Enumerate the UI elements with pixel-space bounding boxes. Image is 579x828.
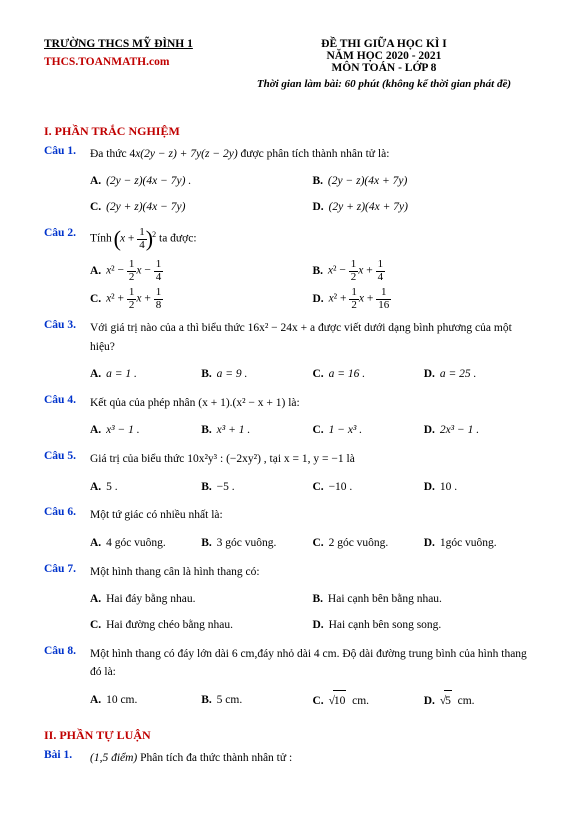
option-c: C. x² + 12x + 18: [90, 285, 313, 313]
exam-title-3: MÔN TOÁN - LỚP 8: [233, 62, 535, 74]
exam-title-1: ĐỀ THI GIỮA HỌC KÌ I: [233, 38, 535, 50]
section-2-title: II. PHẦN TỰ LUẬN: [44, 728, 535, 743]
option-a: A. 5 .: [90, 475, 201, 501]
site-url: THCS.TOANMATH.com: [44, 56, 193, 68]
question-number: Câu 6.: [44, 506, 90, 518]
question-text: Một tứ giác có nhiều nhất là:: [90, 506, 535, 524]
question-text: Đa thức 4x(2y − z) + 7y(z − 2y) được phâ…: [90, 145, 535, 163]
option-d: D. (2y + z)(4x + 7y): [313, 195, 536, 221]
option-d: D. a = 25 .: [424, 362, 535, 388]
question-1: Câu 1. Đa thức 4x(2y − z) + 7y(z − 2y) đ…: [44, 145, 535, 221]
option-b: B. x³ + 1 .: [201, 418, 312, 444]
question-7: Câu 7. Một hình thang cân là hình thang …: [44, 563, 535, 639]
option-c: C. √10 cm.: [313, 688, 424, 715]
question-2: Câu 2. Tính (x + 14)2 ta được: A. x² − 1…: [44, 227, 535, 313]
option-a: A. (2y − z)(4x − 7y) .: [90, 169, 313, 195]
question-5: Câu 5. Giá trị của biểu thức 10x²y³ : (−…: [44, 450, 535, 500]
question-8: Câu 8. Một hình thang có đáy lớn dài 6 c…: [44, 645, 535, 715]
question-text: Một hình thang có đáy lớn dài 6 cm,đáy n…: [90, 645, 535, 682]
question-number: Câu 4.: [44, 394, 90, 406]
question-number: Câu 1.: [44, 145, 90, 157]
option-b: B. 3 góc vuông.: [201, 531, 312, 557]
exam-timing: Thời gian làm bài: 60 phút (không kể thờ…: [233, 78, 535, 90]
option-b: B. x² − 12x + 14: [313, 257, 536, 285]
question-4: Câu 4. Kết qủa của phép nhân (x + 1).(x²…: [44, 394, 535, 444]
exam-page: TRƯỜNG THCS MỸ ĐÌNH 1 THCS.TOANMATH.com …: [0, 0, 579, 794]
option-c: C. 2 góc vuông.: [313, 531, 424, 557]
option-d: D. √5 cm.: [424, 688, 535, 715]
option-d: D. Hai cạnh bên song song.: [313, 613, 536, 639]
question-number: Câu 2.: [44, 227, 90, 239]
option-d: D. 2x³ − 1 .: [424, 418, 535, 444]
option-a: A. a = 1 .: [90, 362, 201, 388]
option-c: C. a = 16 .: [313, 362, 424, 388]
option-d: D. 1góc vuông.: [424, 531, 535, 557]
option-a: A. 4 góc vuông.: [90, 531, 201, 557]
option-a: A. Hai đáy bằng nhau.: [90, 587, 313, 613]
question-text: Tính (x + 14)2 ta được:: [90, 227, 535, 251]
option-b: B. a = 9 .: [201, 362, 312, 388]
question-number: Câu 3.: [44, 319, 90, 331]
question-number: Câu 5.: [44, 450, 90, 462]
question-text: Giá trị của biểu thức 10x²y³ : (−2xy²) ,…: [90, 450, 535, 468]
header: TRƯỜNG THCS MỸ ĐÌNH 1 THCS.TOANMATH.com …: [44, 38, 535, 90]
option-b: B. 5 cm.: [201, 688, 312, 715]
option-d: D. 10 .: [424, 475, 535, 501]
question-text: Một hình thang cân là hình thang có:: [90, 563, 535, 581]
option-c: C. 1 − x³ .: [313, 418, 424, 444]
question-text: Với giá trị nào của a thì biểu thức 16x²…: [90, 319, 535, 356]
option-b: B. Hai cạnh bên bằng nhau.: [313, 587, 536, 613]
option-b: B. −5 .: [201, 475, 312, 501]
option-a: A. x² − 12x − 14: [90, 257, 313, 285]
question-text: (1,5 điểm) Phân tích đa thức thành nhân …: [90, 749, 535, 767]
option-c: C. (2y + z)(4x − 7y): [90, 195, 313, 221]
option-a: A. 10 cm.: [90, 688, 201, 715]
question-3: Câu 3. Với giá trị nào của a thì biểu th…: [44, 319, 535, 388]
option-a: A. x³ − 1 .: [90, 418, 201, 444]
question-number: Câu 8.: [44, 645, 90, 657]
question-number: Bài 1.: [44, 749, 90, 761]
bai-1: Bài 1. (1,5 điểm) Phân tích đa thức thàn…: [44, 749, 535, 767]
question-6: Câu 6. Một tứ giác có nhiều nhất là: A. …: [44, 506, 535, 556]
section-1-title: I. PHẦN TRẮC NGHIỆM: [44, 124, 535, 139]
option-b: B. (2y − z)(4x + 7y): [313, 169, 536, 195]
option-c: C. −10 .: [313, 475, 424, 501]
question-text: Kết qủa của phép nhân (x + 1).(x² − x + …: [90, 394, 535, 412]
option-c: C. Hai đường chéo bằng nhau.: [90, 613, 313, 639]
option-d: D. x² + 12x + 116: [313, 285, 536, 313]
question-number: Câu 7.: [44, 563, 90, 575]
exam-title-2: NĂM HỌC 2020 - 2021: [233, 50, 535, 62]
school-name: TRƯỜNG THCS MỸ ĐÌNH 1: [44, 38, 193, 50]
